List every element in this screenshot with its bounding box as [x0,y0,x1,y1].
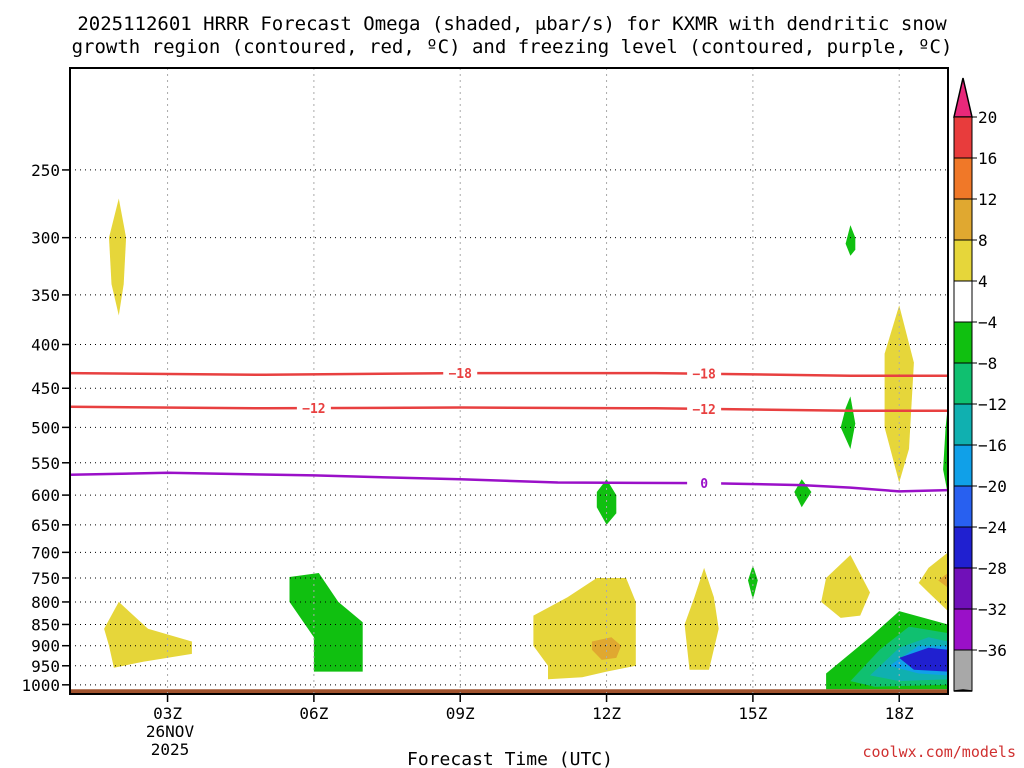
y-tick-label: 750 [31,569,60,588]
colorbar-segment [953,280,973,323]
x-tick-label: 06Z [299,704,328,723]
colorbar-segment [953,157,973,200]
y-tick-label: 650 [31,516,60,535]
colorbar-segment [953,321,973,364]
x-tick-label: 12Z [592,704,621,723]
x-tick-label: 03Z [153,704,182,723]
omega-region-4 [821,555,870,618]
omega-region--4 [596,479,617,525]
colorbar-label: −24 [978,518,1007,537]
temperature-contours: −18 −18 −12 −12 0 [70,365,948,493]
omega-region-4 [918,552,948,612]
contour-label: −12 [302,402,325,417]
contour-label: 0 [700,477,708,492]
y-tick-label: 350 [31,286,60,305]
omega-region--4 [794,479,812,508]
ground-surface [70,689,948,694]
colorbar-label: 8 [978,231,988,250]
colorbar-label: −12 [978,395,1007,414]
colorbar-label: 16 [978,149,997,168]
colorbar-segment [953,608,973,651]
contour-line--18 [70,371,948,377]
colorbar-segment [953,485,973,528]
omega-region-8 [938,573,948,588]
colorbar-label: −16 [978,436,1007,455]
colorbar-label: −8 [978,354,997,373]
y-tick-label: 800 [31,593,60,612]
omega-region-4 [533,578,636,680]
colorbar-bottom-arrow [953,689,973,692]
x-axis-label: Forecast Time (UTC) [407,749,613,768]
x-tick-label: 15Z [738,704,767,723]
omega-region-4 [109,198,127,316]
grid [70,68,948,694]
x-tick-label: 18Z [885,704,914,723]
y-tick-label: 700 [31,543,60,562]
date-label-day: 26NOV [146,722,195,741]
y-tick-label: 450 [31,379,60,398]
y-tick-label: 300 [31,229,60,248]
y-axis: 250 300 350 400 450 500 550 600 650 700 750 800 850 9… [21,161,70,695]
contour-label-bg [296,400,331,417]
x-tick-label: 09Z [446,704,475,723]
colorbar-segment [953,567,973,610]
colorbar-label: 20 [978,108,997,127]
colorbar-label: 4 [978,272,988,291]
colorbar-top-arrow [953,77,973,118]
colorbar-segment [953,198,973,241]
contour-label-bg [687,365,722,382]
y-tick-label: 550 [31,454,60,473]
colorbar-label: −4 [978,313,997,332]
x-axis: 03Z 06Z 09Z 12Z 15Z 18Z [153,694,914,723]
contour-label: −18 [692,368,716,383]
colorbar-label: −36 [978,641,1007,660]
omega-region--4 [289,573,363,672]
colorbar-segment [953,526,973,569]
y-tick-label: 850 [31,615,60,634]
contour-label: −18 [448,367,472,382]
omega-region--4 [748,565,758,600]
contour-label-bg [443,365,478,382]
contour-label-bg [687,475,722,492]
colorbar-segment [953,649,973,692]
date-label-year: 2025 [151,740,190,759]
y-tick-label: 950 [31,657,60,676]
omega-region-4 [104,601,192,668]
contour-line-0 [70,471,948,493]
y-tick-label: 1000 [21,676,60,695]
contour-label-bg [687,400,722,417]
plot-frame [69,67,949,695]
y-tick-label: 250 [31,161,60,180]
chart-title-line2: growth region (contoured, red, ºC) and f… [72,36,953,58]
colorbar: 20 16 12 8 4 −4 −8 −12 −16 −20 −24 −28 −32 −36 [953,77,1007,692]
colorbar-label: −32 [978,600,1007,619]
colorbar-segment [953,444,973,487]
colorbar-segment [953,403,973,446]
y-tick-label: 600 [31,486,60,505]
chart-title-line1: 2025112601 HRRR Forecast Omega (shaded, … [77,13,947,35]
y-tick-label: 900 [31,637,60,656]
colorbar-segment [953,116,973,159]
credit-text: coolwx.com/models [862,743,1016,761]
y-tick-label: 400 [31,336,60,355]
omega-region--4 [845,225,856,256]
contour-line--12 [70,405,948,412]
y-tick-label: 500 [31,418,60,437]
omega-region-4 [684,567,719,670]
contour-label: −12 [692,403,715,418]
colorbar-label: −28 [978,559,1007,578]
colorbar-label: 12 [978,190,997,209]
omega-region--4 [840,396,856,449]
omega-shading [104,198,948,690]
colorbar-segment [953,362,973,405]
colorbar-segment [953,239,973,282]
colorbar-label: −20 [978,477,1007,496]
omega-region--4 [943,404,948,496]
omega-region-8 [591,637,622,660]
